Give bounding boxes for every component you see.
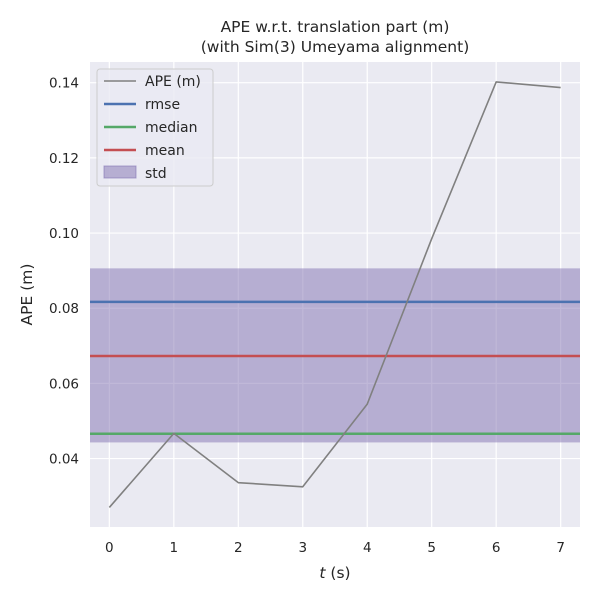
y-tick-label-4: 0.12 xyxy=(49,151,79,167)
x-axis-label: t (s) xyxy=(319,564,350,582)
y-tick-label-5: 0.14 xyxy=(49,76,79,92)
x-tick-label-4: 4 xyxy=(363,540,372,556)
x-tick-label-3: 3 xyxy=(298,540,307,556)
x-tick-label-0: 0 xyxy=(105,540,114,556)
legend-swatch-std xyxy=(103,165,137,179)
stat-lines-layer xyxy=(90,300,580,436)
x-tick-label-1: 1 xyxy=(170,540,179,556)
x-tick-label-6: 6 xyxy=(492,540,501,556)
y-axis-label: APE (m) xyxy=(18,264,36,326)
legend-label-median: median xyxy=(145,120,197,136)
x-tick-labels: 0 1 2 3 4 5 6 7 xyxy=(105,540,565,556)
legend-label-ape: APE (m) xyxy=(145,74,201,90)
x-tick-label-7: 7 xyxy=(556,540,565,556)
chart-title-line2: (with Sim(3) Umeyama alignment) xyxy=(201,38,470,56)
legend-label-std: std xyxy=(145,166,167,182)
series-layer xyxy=(108,81,561,508)
y-tick-labels: 0.04 0.06 0.08 0.10 0.12 0.14 xyxy=(49,76,79,468)
y-tick-label-0: 0.04 xyxy=(49,452,79,468)
chart-title-line1: APE w.r.t. translation part (m) xyxy=(221,18,450,36)
y-tick-label-2: 0.08 xyxy=(49,301,79,317)
y-tick-label-3: 0.10 xyxy=(49,226,79,242)
y-tick-label-1: 0.06 xyxy=(49,376,79,392)
x-tick-label-2: 2 xyxy=(234,540,243,556)
legend-box xyxy=(96,68,214,187)
legend-label-mean: mean xyxy=(145,143,185,159)
x-axis-label-var: t xyxy=(319,564,326,582)
ape-series-line xyxy=(108,81,561,508)
legend: APE (m) rmse median mean std xyxy=(96,68,214,187)
x-tick-label-5: 5 xyxy=(427,540,436,556)
legend-label-rmse: rmse xyxy=(145,97,180,113)
x-axis-label-unit: (s) xyxy=(325,564,350,582)
